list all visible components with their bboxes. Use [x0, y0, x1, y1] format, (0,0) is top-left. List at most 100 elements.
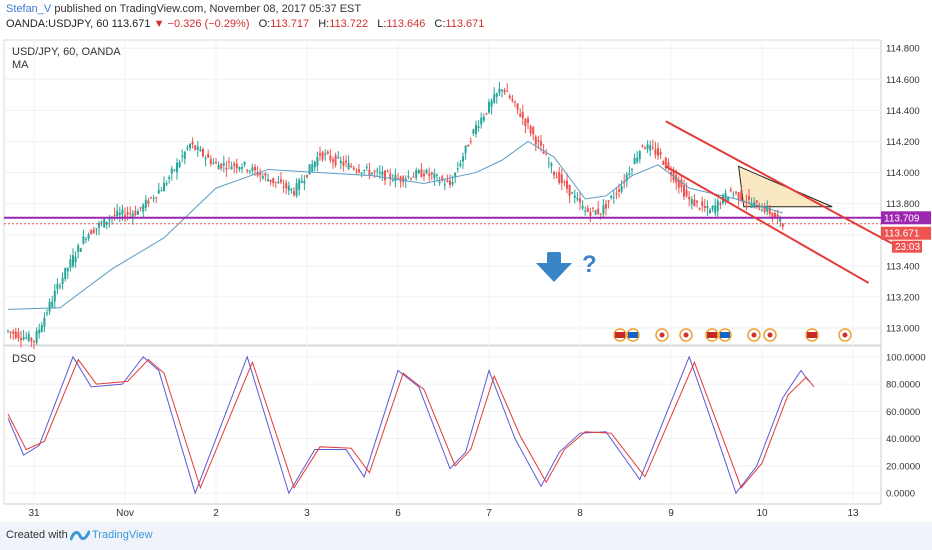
candle-body — [516, 103, 519, 110]
candle-body — [243, 162, 246, 165]
candle-body — [545, 154, 548, 156]
dso-tick-label: 40.0000 — [886, 434, 920, 445]
candle-body — [560, 174, 563, 184]
candle-body — [599, 213, 602, 215]
dso-grid — [4, 356, 881, 494]
down-triangle-icon: ▼ — [153, 18, 165, 30]
candle-body — [558, 172, 561, 184]
candle-body — [672, 170, 675, 181]
candle-body — [204, 158, 207, 160]
channel-upper-line[interactable] — [665, 120, 909, 253]
dso-tick-label: 20.0000 — [886, 461, 920, 472]
candle-body — [602, 205, 605, 214]
candle-body — [475, 124, 477, 134]
candle-body — [300, 180, 303, 183]
candle-body — [501, 89, 503, 91]
candle-body — [594, 210, 597, 215]
candle-body — [386, 171, 389, 173]
candle-body — [462, 156, 464, 162]
candle-body — [20, 337, 22, 340]
candle-body — [126, 212, 129, 215]
candle-body — [25, 337, 28, 339]
jp-flag-icon — [655, 328, 669, 342]
candle-body — [9, 331, 12, 333]
candle-body — [592, 207, 594, 209]
candle-body — [636, 157, 639, 162]
candle-body — [66, 267, 69, 272]
dso-tick-label: 80.0000 — [886, 380, 920, 391]
candle-body — [420, 169, 423, 178]
price-tick-label: 114.400 — [886, 106, 920, 117]
dso-tick-label: 60.0000 — [886, 407, 920, 418]
down-arrow-icon — [536, 252, 572, 282]
candle-body — [696, 200, 698, 203]
candle-body — [14, 331, 17, 338]
candle-body — [488, 102, 490, 113]
candle-body — [659, 152, 662, 156]
candle-body — [124, 214, 126, 218]
candle-body — [423, 173, 425, 177]
dso-pane-frame — [3, 345, 882, 505]
candle-body — [165, 183, 168, 185]
candle-body — [212, 162, 215, 164]
candle-body — [742, 201, 745, 203]
candle-body — [324, 153, 327, 155]
candle-body — [264, 173, 267, 176]
channel-lower-line[interactable] — [665, 165, 870, 284]
candle-body — [415, 170, 418, 178]
candle-body — [732, 193, 735, 195]
candle-body — [774, 213, 776, 219]
price-tick-label: 113.800 — [886, 199, 920, 210]
created-with-text: Created with — [6, 529, 68, 541]
chart-canvas[interactable]: 113.000113.200113.400113.600113.800114.0… — [0, 0, 932, 522]
open-value: 113.717 — [270, 18, 310, 30]
candle-body — [342, 162, 345, 166]
candle-body — [191, 141, 194, 145]
candle-body — [469, 140, 472, 143]
time-tick-label: Nov — [116, 508, 134, 519]
candle-body — [724, 192, 727, 203]
candle-body — [363, 170, 366, 172]
candle-body — [389, 173, 392, 179]
dso-k-line — [7, 355, 810, 495]
candle-body — [719, 202, 722, 205]
candle-body — [157, 189, 160, 194]
candle-body — [355, 170, 358, 172]
candle-body — [113, 214, 116, 216]
candle-body — [581, 205, 584, 209]
candle-body — [781, 223, 784, 227]
time-tick-label: 9 — [668, 508, 674, 519]
candle-body — [40, 325, 43, 333]
candle-body — [64, 267, 67, 279]
candle-body — [563, 181, 566, 183]
time-tick-label: 10 — [756, 508, 768, 519]
candle-body — [631, 169, 633, 171]
candle-body — [189, 143, 191, 149]
tradingview-brand[interactable]: TradingView — [92, 529, 153, 541]
author-link[interactable]: Stefan_V — [6, 3, 52, 15]
candle-body — [256, 172, 259, 176]
candle-body — [129, 213, 132, 215]
candle-body — [163, 182, 165, 192]
candle-body — [506, 90, 509, 92]
candle-body — [618, 189, 620, 192]
time-tick-label: 7 — [486, 508, 492, 519]
candle-body — [701, 201, 704, 206]
candle-body — [586, 207, 589, 212]
candle-body — [649, 145, 652, 151]
event-markers[interactable] — [613, 328, 852, 342]
candle-body — [194, 145, 197, 150]
candle-body — [430, 172, 433, 175]
candle-body — [425, 169, 428, 174]
candle-body — [373, 171, 376, 173]
candle-body — [90, 230, 93, 235]
candle-body — [368, 169, 371, 176]
candle-body — [607, 200, 610, 202]
jp-flag-icon — [679, 328, 693, 342]
candle-body — [358, 169, 360, 173]
price-tick-label: 113.000 — [886, 324, 920, 335]
candle-body — [306, 174, 308, 178]
candle-body — [498, 88, 501, 94]
dso-tick-label: 0.0000 — [886, 489, 915, 500]
candle-body — [118, 212, 121, 216]
